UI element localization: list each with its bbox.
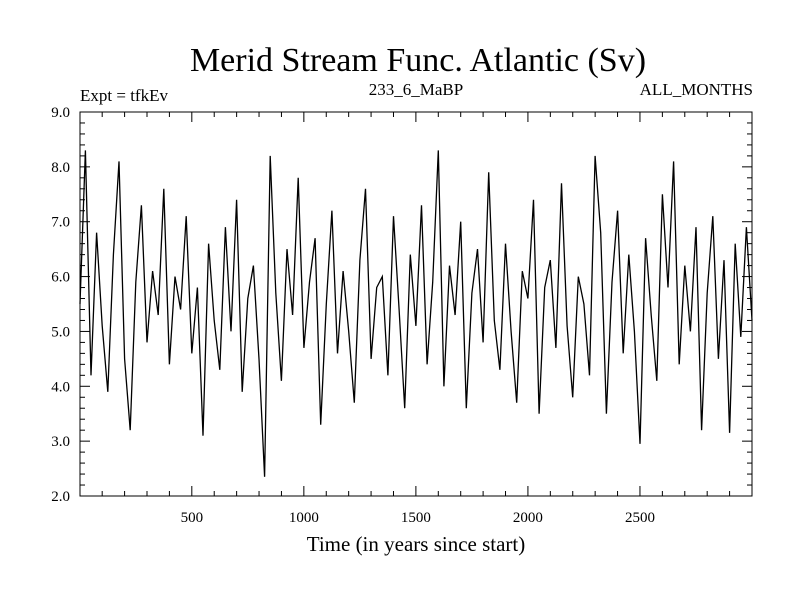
y-tick-label: 2.0 — [51, 489, 70, 505]
minor-ticks — [80, 112, 752, 496]
chart-subtitle-center: 233_6_MaBP — [369, 80, 463, 99]
x-tick-label: 1000 — [289, 510, 319, 526]
y-tick-label: 6.0 — [51, 270, 70, 286]
x-axis-label: Time (in years since start) — [307, 532, 526, 556]
y-tick-label: 3.0 — [51, 434, 70, 450]
x-axis-ticks: 500 1000 1500 2000 2500 — [181, 112, 655, 526]
y-tick-label: 4.0 — [51, 379, 70, 395]
y-tick-label: 5.0 — [51, 324, 70, 340]
x-tick-label: 2000 — [513, 510, 543, 526]
y-tick-label: 7.0 — [51, 215, 70, 231]
x-tick-label: 2500 — [625, 510, 655, 526]
plot-area: 500 1000 1500 2000 2500 2.0 3.0 4.0 5.0 6.0 7.0 8.… — [51, 105, 753, 526]
chart-subtitle-left: Expt = tfkEv — [80, 86, 168, 105]
chart-title: Merid Stream Func. Atlantic (Sv) — [190, 42, 646, 79]
chart-subtitle-right: ALL_MONTHS — [640, 80, 753, 99]
x-tick-label: 500 — [181, 510, 204, 526]
y-tick-label: 8.0 — [51, 160, 70, 176]
series-line — [79, 150, 753, 477]
y-tick-label: 9.0 — [51, 105, 70, 121]
x-tick-label: 1500 — [401, 510, 431, 526]
